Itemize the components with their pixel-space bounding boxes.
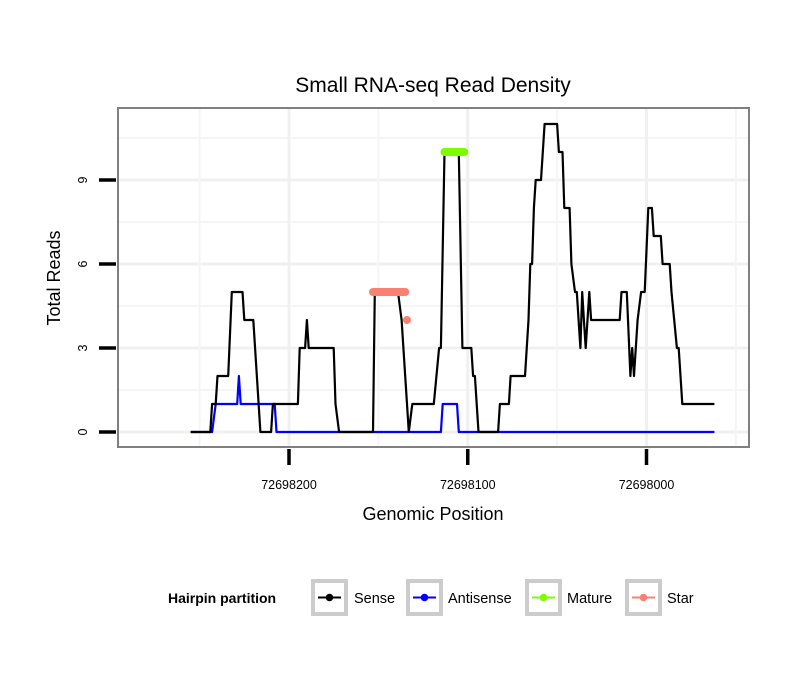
legend-key-star-point (639, 593, 648, 602)
legend-label-star: Star (667, 591, 694, 607)
x-axis: 72698200 72698100 72698000 (261, 449, 674, 492)
x-tick-label: 72698200 (261, 478, 317, 492)
legend-title: Hairpin partition (168, 590, 276, 606)
x-tick-label: 72698000 (619, 478, 675, 492)
series-layer (190, 122, 715, 434)
x-tick-label: 72698100 (440, 478, 496, 492)
legend: Hairpin partition Sense Antisense Mature St… (168, 579, 694, 616)
y-tick-label: 3 (76, 344, 90, 351)
y-tick-label: 6 (76, 260, 90, 267)
legend-label-mature: Mature (567, 591, 612, 607)
y-tick-label: 9 (76, 176, 90, 183)
series-star-point (402, 316, 411, 324)
legend-key-sense-point (325, 593, 334, 602)
y-axis-title: Total Reads (44, 230, 64, 325)
plot-panel-border (117, 107, 750, 448)
y-axis: 0 3 6 9 (76, 176, 116, 435)
legend-label-sense: Sense (354, 591, 395, 607)
legend-key-mature-point (539, 593, 548, 602)
y-tick-label: 0 (76, 428, 90, 435)
legend-label-antisense: Antisense (448, 591, 512, 607)
legend-key-antisense-point (420, 593, 429, 602)
series-sense-line (190, 122, 715, 434)
x-axis-title: Genomic Position (362, 504, 503, 524)
chart-title: Small RNA-seq Read Density (295, 74, 571, 97)
